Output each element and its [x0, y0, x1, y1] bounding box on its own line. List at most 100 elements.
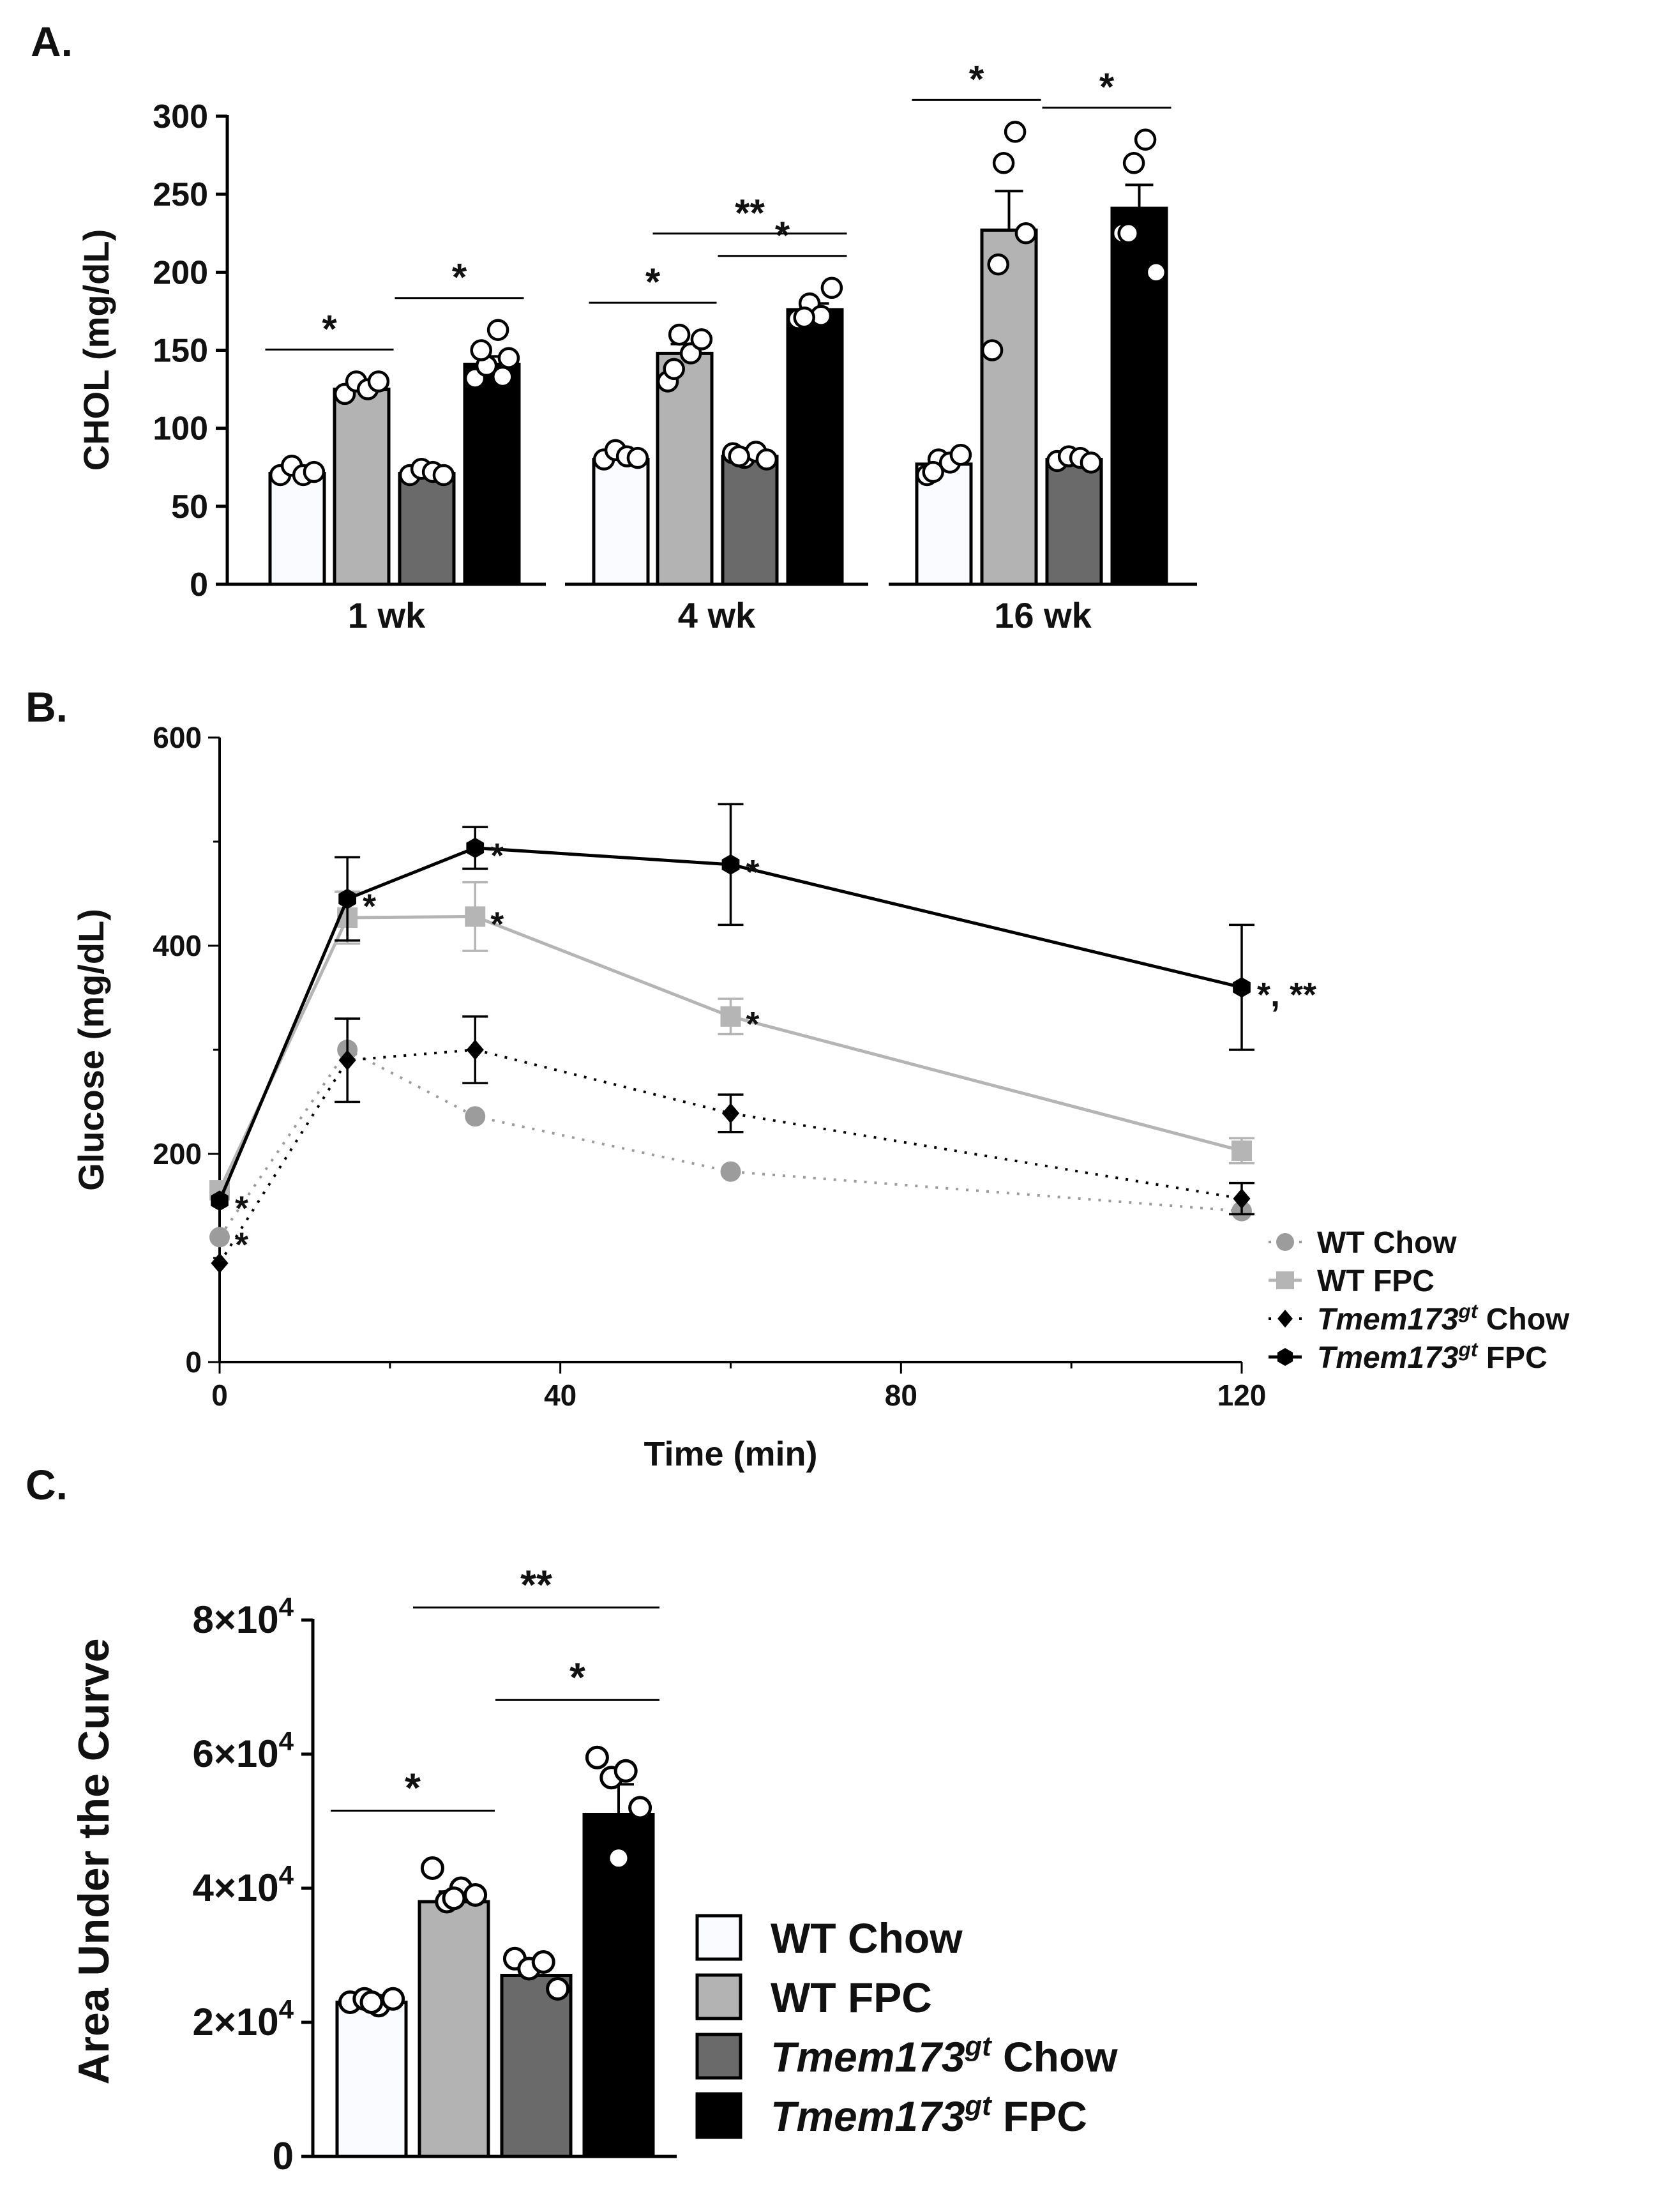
data-point-tmem173gt-fpc [211, 1190, 229, 1211]
significance-annotation: *, ** [1257, 976, 1316, 1014]
data-point-tmem173gt-fpc [606, 1846, 631, 1870]
legend-marker-wt-fpc [1276, 1271, 1294, 1289]
data-point-tmem173gt-fpc [1233, 977, 1251, 998]
y-tick-label: 300 [153, 98, 208, 135]
bar-1-wk-tmem173gt-fpc [463, 362, 521, 586]
legend-label-tmem173gt-chow: Tmem173gt Chow [771, 2031, 1118, 2080]
data-point-4-wk-wt-fpc [690, 328, 713, 351]
significance-label: * [775, 214, 790, 257]
x-group-label-1-wk: 1 wk [348, 595, 426, 635]
data-point-16-wk-wt-fpc [1004, 121, 1027, 143]
bar-1-wk-wt-chow [268, 472, 326, 586]
bar-1-wk-tmem173gt-chow [398, 472, 456, 586]
y-tick-label: 600 [153, 721, 202, 754]
data-point-tmem173gt-fpc [338, 888, 356, 909]
bar-16-wk-tmem173gt-chow [1045, 458, 1103, 586]
data-point-tmem173gt-fpc [721, 854, 740, 875]
data-point-tmem173gt-chow [338, 1050, 356, 1071]
y-tick-label: 8×104 [192, 1592, 294, 1641]
data-point-16-wk-tmem173gt-fpc [1122, 152, 1145, 174]
data-point-tmem173gt-chow [546, 1977, 570, 2001]
panel-a-cholesterol-chart: 0 50 100 150 200 250 300 1 wk 4 wk 16 wk CHOL (mg/… [76, 57, 1197, 635]
legend-label-wt-chow: WT Chow [771, 1914, 963, 1962]
x-tick-label: 120 [1217, 1379, 1267, 1412]
data-point-16-wk-wt-fpc [987, 253, 1009, 276]
legend-label-wt-chow: WT Chow [1317, 1226, 1457, 1260]
legend-label-wt-fpc: WT FPC [771, 1974, 932, 2021]
data-point-wt-fpc [1231, 1140, 1252, 1162]
legend-marker-tmem173gt-chow [1277, 1310, 1293, 1328]
bar-4-wk-tmem173gt-chow [721, 455, 779, 586]
y-tick-label: 400 [153, 929, 202, 962]
data-point-wt-fpc [720, 1006, 741, 1027]
data-point-tmem173gt-fpc [585, 1745, 609, 1769]
data-point-wt-chow [381, 1987, 405, 2011]
data-point-1-wk-tmem173gt-fpc [497, 347, 520, 369]
data-point-wt-fpc [465, 906, 486, 927]
data-point-4-wk-wt-fpc [663, 358, 685, 381]
x-tick-label: 0 [211, 1379, 228, 1412]
significance-annotation: * [235, 1189, 248, 1227]
y-axis-title: CHOL (mg/dL) [76, 229, 116, 471]
x-group-label-4-wk: 4 wk [678, 595, 756, 635]
significance-annotation: * [746, 853, 760, 891]
panel-label-b: B. [26, 683, 68, 731]
data-point-4-wk-wt-fpc [668, 323, 691, 346]
legend-marker-wt-chow [1276, 1233, 1294, 1251]
y-tick-label: 0 [190, 566, 208, 603]
series-line-wt-chow [218, 1048, 1242, 1238]
data-point-16-wk-wt-fpc [992, 152, 1015, 174]
panel-label-c: C. [26, 1461, 68, 1508]
data-point-1-wk-tmem173gt-fpc [486, 319, 509, 341]
data-point-4-wk-tmem173gt-fpc [820, 276, 843, 299]
data-point-16-wk-tmem173gt-fpc [1117, 222, 1140, 245]
data-point-16-wk-wt-chow [922, 460, 944, 483]
significance-label: * [452, 256, 467, 299]
bar-wt-fpc [418, 1900, 490, 2158]
bar-4-wk-tmem173gt-fpc [786, 308, 844, 586]
data-point-1-wk-wt-fpc [367, 370, 390, 393]
y-tick-label: 50 [171, 489, 208, 526]
legend-label-tmem173gt-chow: Tmem173gt Chow [1317, 1299, 1570, 1337]
data-point-tmem173gt-chow [1233, 1188, 1251, 1209]
significance-label: * [322, 307, 337, 350]
data-point-1-wk-tmem173gt-chow [432, 464, 455, 487]
x-group-label-16-wk: 16 wk [994, 595, 1092, 635]
data-point-tmem173gt-chow [211, 1253, 229, 1274]
significance-label: * [405, 1765, 421, 1811]
bar-tmem173gt-chow [500, 1974, 573, 2158]
legend-marker-tmem173gt-fpc [1277, 1348, 1293, 1366]
data-point-wt-fpc [463, 1883, 488, 1907]
data-point-4-wk-tmem173gt-chow [728, 445, 750, 467]
data-point-1-wk-tmem173gt-fpc [492, 365, 514, 388]
data-point-16-wk-tmem173gt-fpc [1134, 128, 1157, 151]
data-point-wt-chow [359, 1990, 384, 2014]
legend-swatch-wt-chow [695, 1914, 742, 1961]
data-point-tmem173gt-fpc [614, 1759, 638, 1783]
panel-b-glucose-chart: 0 200 400 600 0 40 80 120 Time (min) Glucose (mg/… [71, 721, 1570, 1473]
data-point-16-wk-wt-chow [949, 443, 972, 466]
legend-swatch-tmem173gt-fpc [695, 2092, 742, 2139]
x-tick-label: 40 [544, 1379, 576, 1412]
data-point-4-wk-tmem173gt-chow [755, 448, 778, 471]
y-tick-label: 250 [153, 176, 208, 213]
bar-16-wk-wt-fpc [980, 228, 1038, 586]
y-tick-label: 200 [153, 1137, 202, 1170]
y-tick-label: 0 [185, 1345, 202, 1379]
significance-annotation: * [746, 1005, 760, 1043]
data-point-1-wk-wt-chow [303, 460, 326, 483]
panel-c-auc-chart: 0 2×104 4×104 6×104 8×104 Area Under the Curv… [70, 1561, 1118, 2178]
y-tick-label: 2×104 [192, 1994, 294, 2043]
data-point-tmem173gt-fpc [628, 1796, 652, 1820]
significance-annotation: * [490, 905, 504, 943]
significance-annotation: * [235, 1225, 248, 1264]
bar-wt-chow [335, 2001, 408, 2158]
data-point-16-wk-tmem173gt-chow [1080, 451, 1103, 474]
bar-1-wk-wt-fpc [333, 388, 391, 586]
significance-label: * [645, 261, 661, 303]
y-tick-label: 6×104 [192, 1726, 294, 1775]
legend-label-tmem173gt-fpc: Tmem173gt FPC [1317, 1338, 1548, 1375]
data-point-16-wk-wt-fpc [1014, 222, 1037, 245]
y-tick-label: 4×104 [192, 1860, 294, 1909]
series-line-wt-fpc [218, 914, 1242, 1192]
